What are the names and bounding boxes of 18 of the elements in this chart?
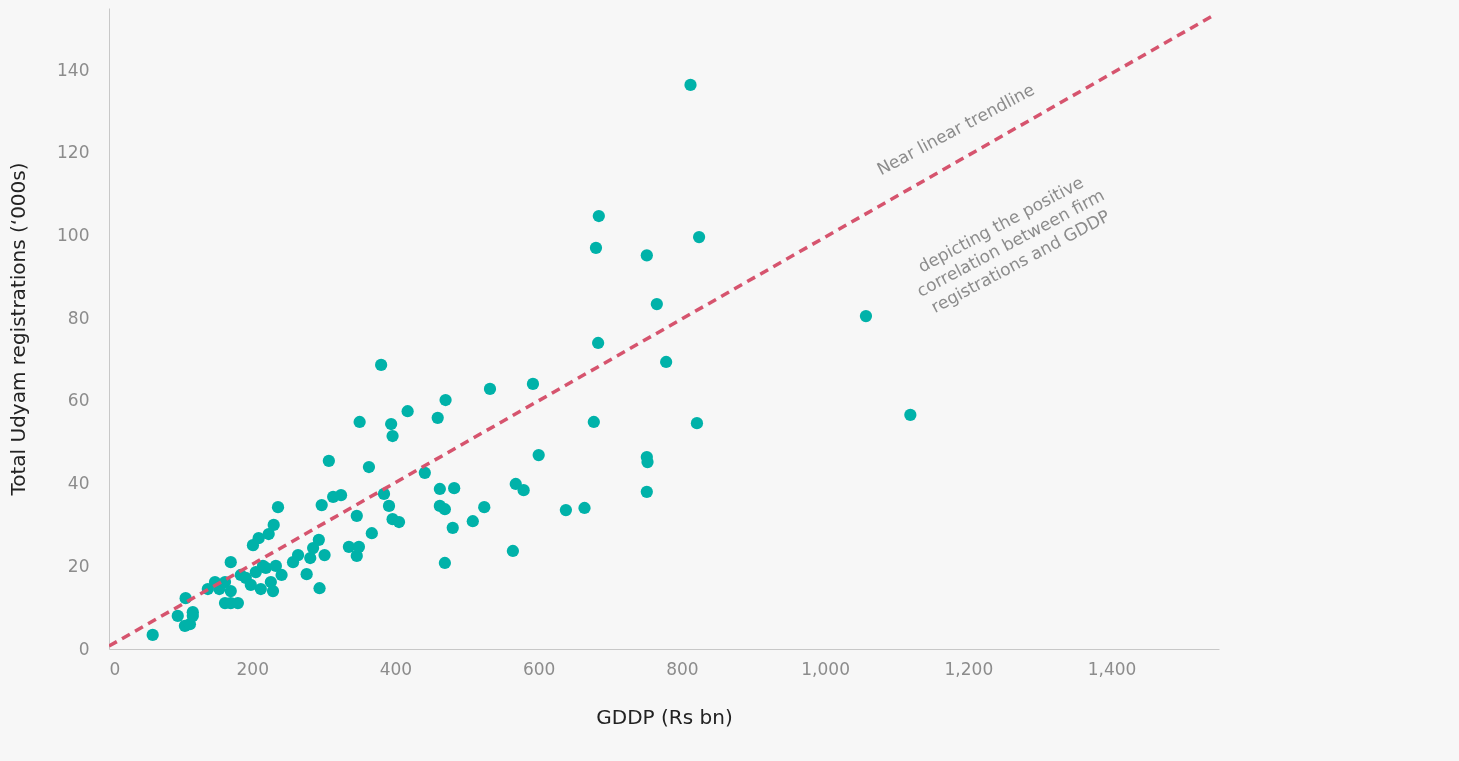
y-tick-label: 80 <box>67 307 90 328</box>
x-tick-label: 1,200 <box>944 658 994 679</box>
x-tick-label: 200 <box>236 658 269 679</box>
y-axis-title: Total Udyam registrations (‘000s) <box>6 162 31 497</box>
x-axis-title: GDDP (Rs bn) <box>596 704 733 729</box>
y-tick-label: 20 <box>67 555 90 576</box>
y-tick-label: 140 <box>57 59 90 80</box>
y-tick-label: 0 <box>78 638 90 659</box>
y-tick-label: 100 <box>57 224 90 245</box>
y-tick-label: 120 <box>57 142 90 163</box>
x-tick-label: 800 <box>666 658 699 679</box>
x-tick-label: 1,400 <box>1087 658 1137 679</box>
y-tick-label: 40 <box>67 473 90 494</box>
y-tick-label: 60 <box>67 390 90 411</box>
x-tick-label: 600 <box>522 658 556 679</box>
x-tick-label: 0 <box>109 658 121 679</box>
x-tick-label: 1,000 <box>801 658 850 679</box>
x-tick-label: 400 <box>379 658 413 679</box>
